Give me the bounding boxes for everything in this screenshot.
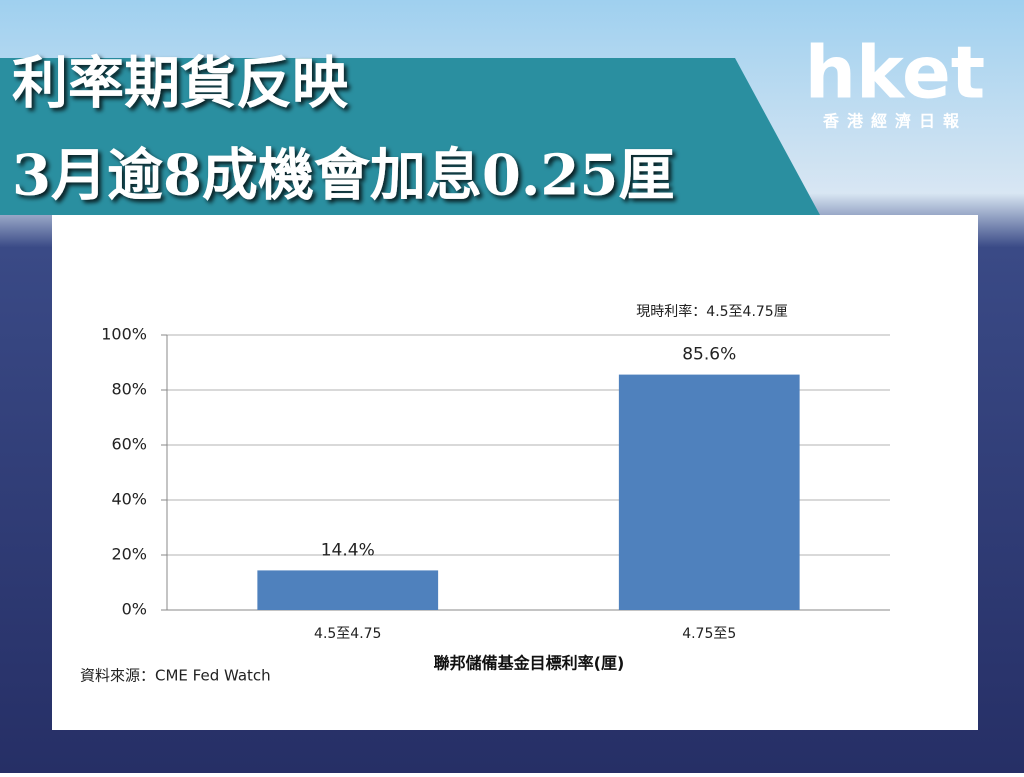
y-tick-label: 100% xyxy=(101,325,147,344)
y-tick-label: 20% xyxy=(111,545,147,564)
value-label: 14.4% xyxy=(321,540,375,560)
logo: hket xyxy=(805,31,985,115)
title: 3月逾8成機會加息0.25厘 xyxy=(12,143,674,209)
logo-subtitle: 香港經濟日報 xyxy=(822,112,967,131)
x-tick-label: 4.75至5 xyxy=(682,626,736,642)
title: 利率期貨反映 xyxy=(12,51,348,117)
value-label: 85.6% xyxy=(682,345,736,365)
title-banner xyxy=(0,58,820,215)
bar xyxy=(618,374,800,610)
source: 資料來源：CME Fed Watch xyxy=(80,667,271,685)
x-axis-label: 聯邦儲備基金目標利率(厘) xyxy=(434,654,625,673)
x-tick-label: 4.5至4.75 xyxy=(314,626,381,642)
y-tick-label: 40% xyxy=(111,490,147,509)
y-tick-label: 60% xyxy=(111,435,147,454)
panel xyxy=(52,215,978,730)
annotation: 現時利率：4.5至4.75厘 xyxy=(636,303,787,320)
y-tick-label: 80% xyxy=(111,380,147,399)
y-tick-label: 0% xyxy=(122,600,147,619)
bar xyxy=(257,570,439,610)
